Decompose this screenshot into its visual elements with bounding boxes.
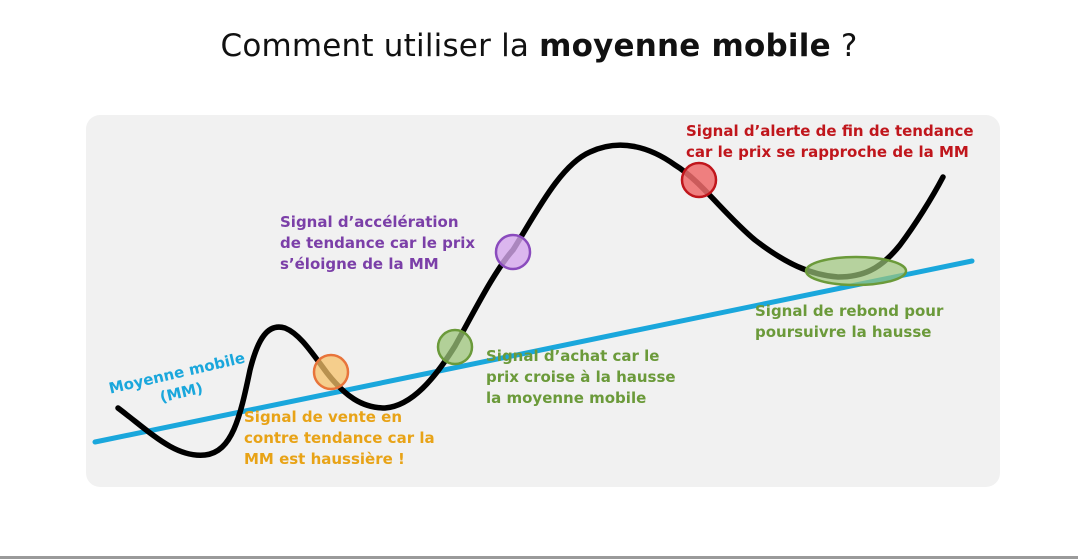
title-suffix: ? — [830, 28, 858, 64]
sell-signal-marker — [312, 353, 350, 391]
buy-signal-note: Signal d’achat car le prix croise à la h… — [486, 347, 676, 407]
buy-signal-marker — [436, 328, 474, 366]
alert-signal-marker — [680, 161, 718, 199]
bottom-divider — [0, 556, 1078, 559]
acceleration-signal-marker — [494, 233, 532, 271]
moving-average-label: Moyenne mobile (MM) — [107, 349, 247, 407]
rebound-signal-note: Signal de rebond pour poursuivre la haus… — [755, 302, 944, 341]
page-title: Comment utiliser la moyenne mobile ? — [0, 28, 1078, 64]
sell-signal-note: Signal de vente en contre tendance car l… — [244, 408, 435, 468]
acceleration-signal-note: Signal d’accélération de tendance car le… — [280, 213, 476, 273]
title-emphasis: moyenne mobile — [539, 28, 831, 64]
title-prefix: Comment utiliser la — [220, 28, 540, 64]
rebound-signal-marker — [804, 255, 908, 287]
alert-signal-note: Signal d’alerte de fin de tendance car l… — [686, 122, 974, 161]
